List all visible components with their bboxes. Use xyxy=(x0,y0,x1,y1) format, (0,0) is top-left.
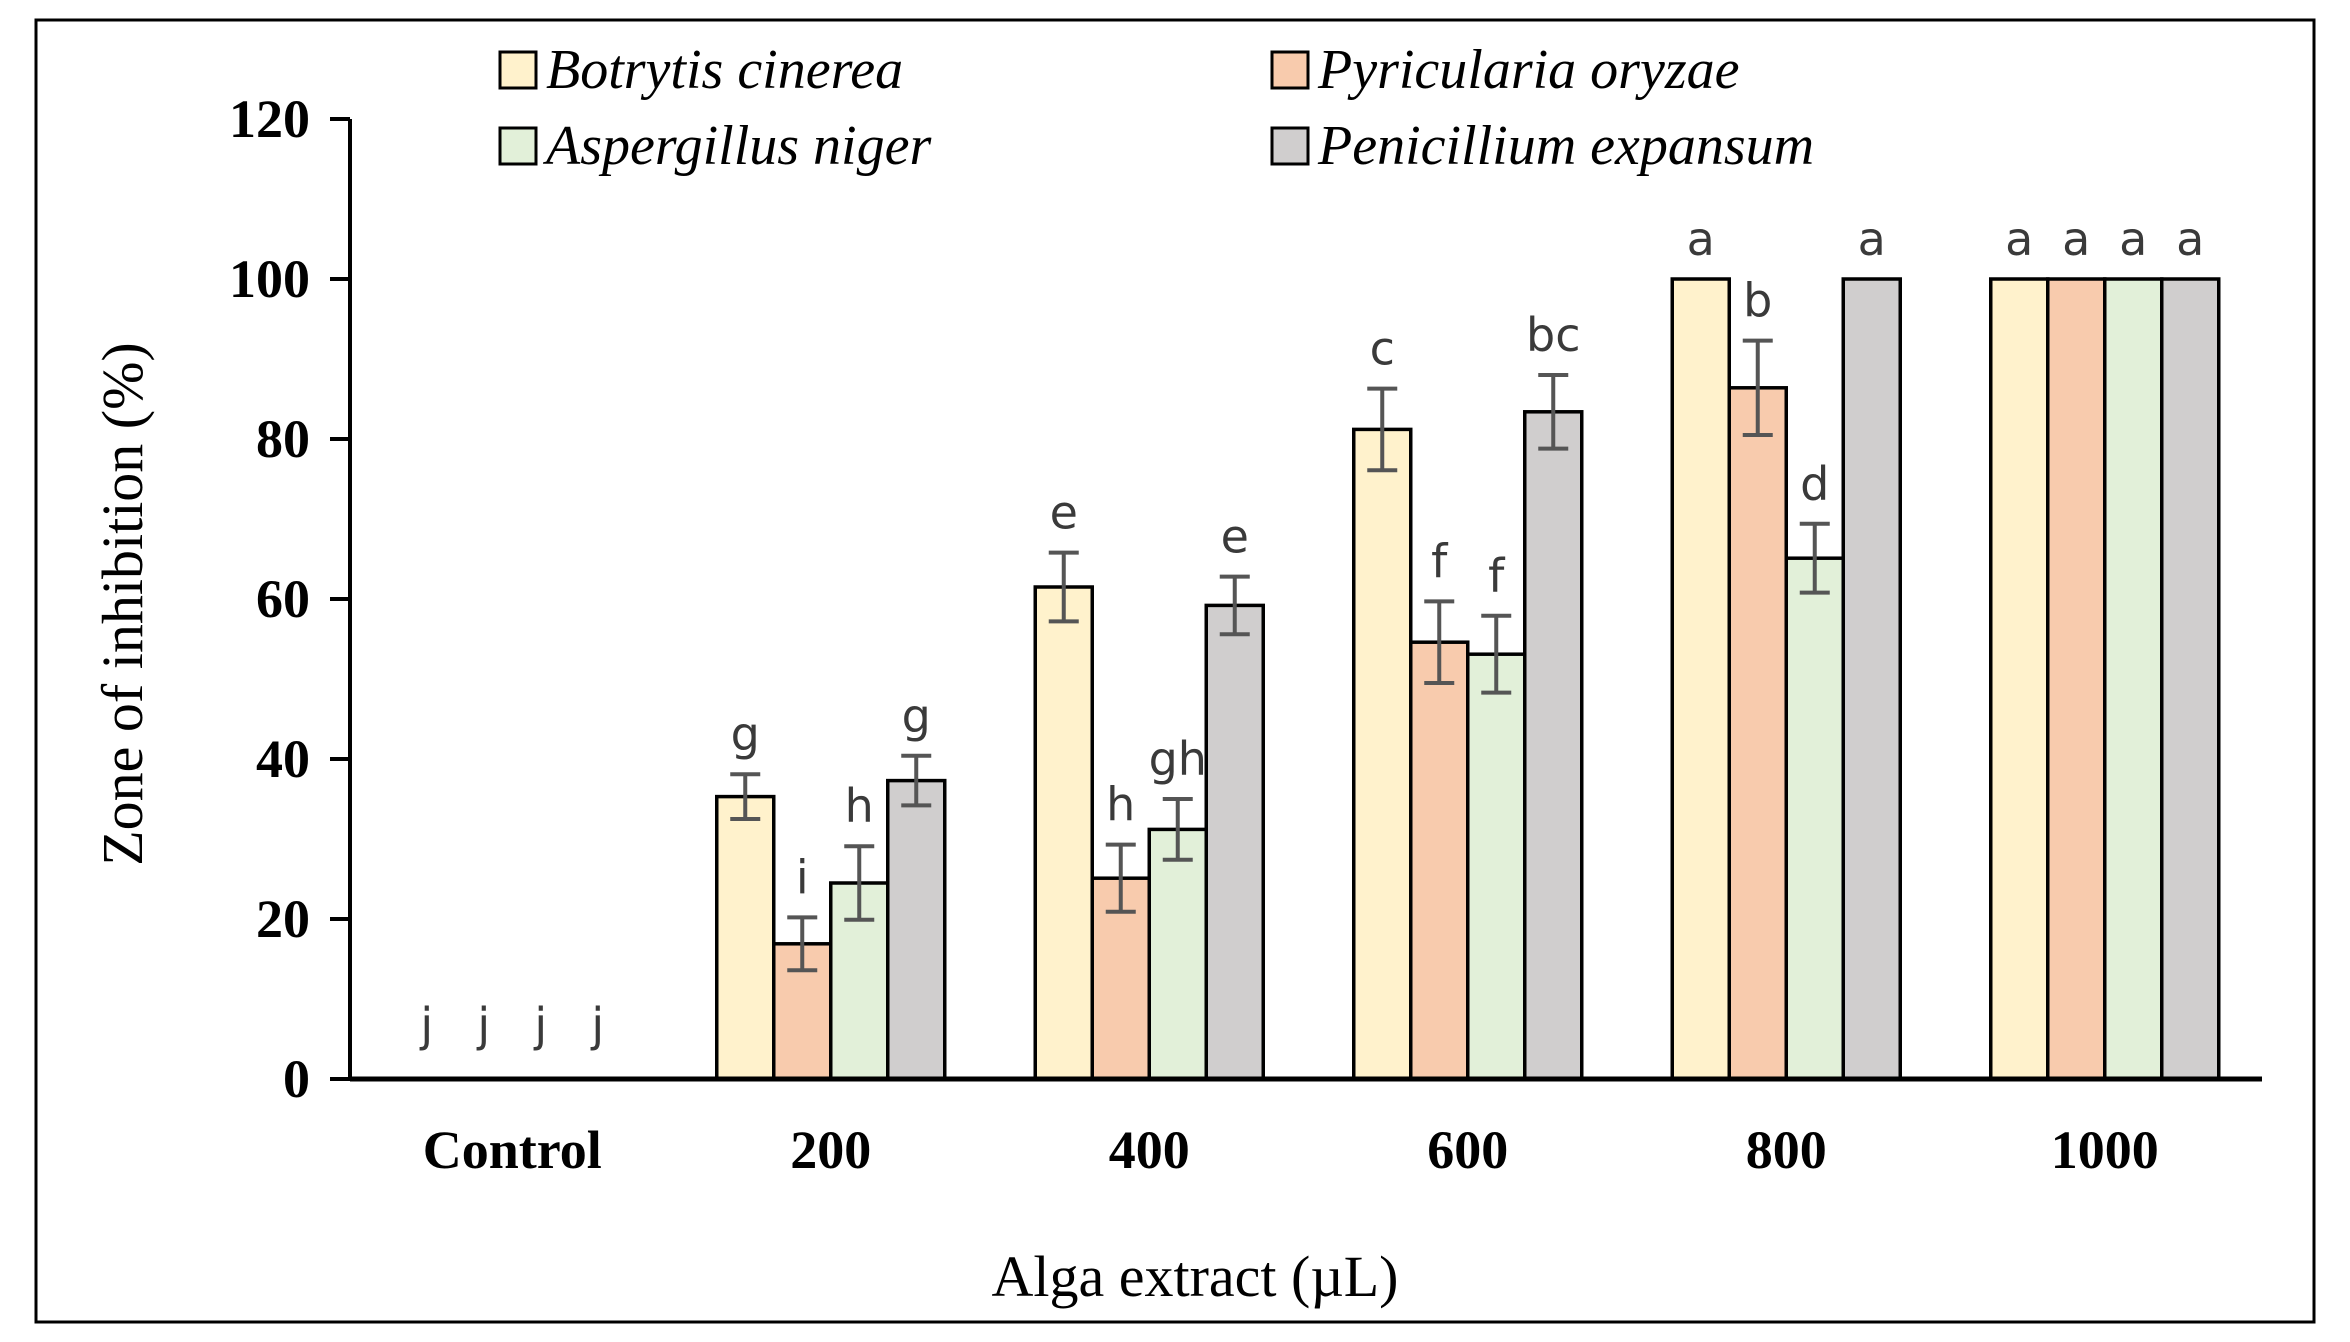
y-tick-label: 0 xyxy=(283,1049,310,1109)
x-tick-label: 400 xyxy=(1109,1120,1190,1180)
significance-letter: gh xyxy=(1149,732,1207,786)
legend-label: Aspergillus niger xyxy=(542,115,931,177)
significance-letter: a xyxy=(2176,212,2204,266)
bar xyxy=(1466,652,1527,1081)
bar xyxy=(886,778,947,1081)
significance-letter: a xyxy=(1858,212,1886,266)
significance-letter: h xyxy=(1106,778,1135,832)
significance-letter: j xyxy=(533,998,547,1052)
legend-label: Penicillium expansum xyxy=(1317,115,1814,177)
x-tick-label: 1000 xyxy=(2051,1120,2159,1180)
y-tick-label: 40 xyxy=(256,729,310,789)
bar xyxy=(1727,386,1788,1081)
x-tick-label: 600 xyxy=(1427,1120,1508,1180)
significance-letter: a xyxy=(1687,212,1715,266)
bar xyxy=(1204,603,1265,1081)
significance-letter: j xyxy=(476,998,490,1052)
bar xyxy=(1523,410,1584,1081)
legend-swatch xyxy=(1270,50,1310,90)
significance-letter: a xyxy=(2005,212,2033,266)
x-tick-label: 200 xyxy=(790,1120,871,1180)
legend-label: Pyricularia oryzae xyxy=(1317,39,1739,101)
significance-letter: a xyxy=(2062,212,2090,266)
bar xyxy=(1147,827,1208,1081)
x-tick-label: 800 xyxy=(1746,1120,1827,1180)
bar xyxy=(1989,277,2050,1081)
chart-frame xyxy=(34,18,2316,1324)
significance-letter: bc xyxy=(1526,308,1581,362)
significance-letter: g xyxy=(731,707,760,761)
significance-letter: h xyxy=(845,779,874,833)
significance-letter: b xyxy=(1743,274,1772,328)
legend: Botrytis cinerea Pyricularia oryzae Asperg… xyxy=(498,39,1814,177)
significance-letter: j xyxy=(590,998,604,1052)
significance-letter: e xyxy=(1221,510,1249,564)
significance-letter: c xyxy=(1370,322,1395,376)
bar xyxy=(1033,585,1094,1081)
y-axis-title: Zone of inhibition (%) xyxy=(90,342,155,866)
bar xyxy=(1841,277,1902,1081)
x-axis-title: Alga extract (µL) xyxy=(992,1244,1399,1309)
bar xyxy=(715,794,776,1081)
significance-letter: j xyxy=(419,998,433,1052)
significance-letter: f xyxy=(1431,534,1449,588)
significance-letter: d xyxy=(1800,457,1829,511)
bar xyxy=(1670,277,1731,1081)
significance-letter: g xyxy=(902,689,931,743)
bar xyxy=(1784,556,1845,1081)
legend-swatch xyxy=(498,50,538,90)
x-tick-label: Control xyxy=(423,1120,602,1180)
legend-swatch xyxy=(1270,126,1310,166)
y-tick-label: 120 xyxy=(229,89,310,149)
y-tick-label: 60 xyxy=(256,569,310,629)
legend-swatch xyxy=(498,126,538,166)
bar xyxy=(2103,277,2164,1081)
legend-label: Botrytis cinerea xyxy=(546,39,903,101)
significance-letter: f xyxy=(1488,549,1506,603)
significance-letter: a xyxy=(2119,212,2147,266)
bar xyxy=(2046,277,2107,1081)
y-tick-label: 20 xyxy=(256,889,310,949)
y-tick-label: 80 xyxy=(256,409,310,469)
bar xyxy=(1409,640,1470,1081)
bar xyxy=(2160,277,2221,1081)
bar xyxy=(1352,427,1413,1081)
significance-letter: i xyxy=(796,850,809,904)
y-tick-label: 100 xyxy=(229,249,310,309)
significance-letter: e xyxy=(1050,486,1078,540)
